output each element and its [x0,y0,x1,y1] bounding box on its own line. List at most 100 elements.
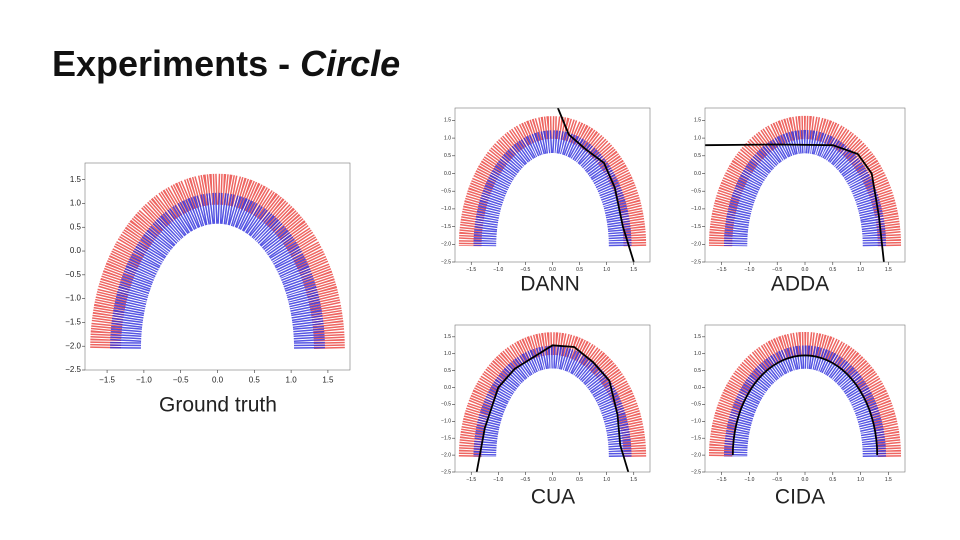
y-tick-label: 1.5 [694,118,701,124]
y-tick-label: −1.5 [441,224,451,230]
y-tick-label: 0.0 [70,246,82,255]
x-tick-label: 0.5 [829,477,836,483]
red-cloud [90,173,345,349]
plot-panel: −1.5 −1.0 −0.5 0.0 0.5 1.0 1.5 1.5 1.0 0.5 0.0 −0.5… [65,162,351,417]
panel-caption: CUA [531,486,575,509]
y-tick-label: −0.5 [441,402,451,408]
y-tick-label: 0.0 [694,385,701,391]
y-tick-label: 0.0 [694,171,701,177]
x-tick-label: 0.0 [549,477,556,483]
x-tick-label: 1.0 [603,267,610,273]
y-tick-label: −1.0 [441,419,451,425]
y-tick-label: −1.5 [691,436,701,442]
blue-cloud [473,130,632,247]
y-tick-label: −1.5 [441,436,451,442]
plot-panel: −1.5 −1.0 −0.5 0.0 0.5 1.0 1.5 1.5 1.0 0.5 0.0 −0.5… [691,107,906,296]
red-cloud [708,331,902,457]
plot-area [90,173,345,349]
x-tick-label: −0.5 [772,267,782,273]
red-cloud [458,116,647,247]
y-tick-label: −1.0 [65,294,81,303]
y-tick-label: −2.5 [691,469,701,475]
x-tick-label: 0.0 [802,477,809,483]
y-tick-label: −1.0 [691,206,701,212]
y-tick-label: −1.5 [691,224,701,230]
y-tick-label: −1.0 [441,206,451,212]
x-tick-label: 1.0 [857,267,864,273]
x-tick-label: −1.5 [717,267,727,273]
y-tick-label: −2.5 [441,469,451,475]
y-tick-label: 1.5 [444,334,451,340]
x-tick-label: 1.5 [630,477,637,483]
y-tick-label: 1.0 [444,351,451,357]
x-tick-label: −0.5 [173,375,189,384]
x-tick-label: 1.0 [603,477,610,483]
x-tick-label: −1.0 [745,267,755,273]
x-tick-label: −1.0 [493,267,503,273]
x-tick-label: 1.5 [630,267,637,273]
decision-boundary [557,108,635,262]
y-tick-label: −2.5 [65,365,81,374]
y-tick-label: 1.0 [694,351,701,357]
y-tick-label: 1.5 [70,175,82,184]
x-tick-label: 1.5 [885,267,892,273]
y-tick-label: −2.0 [65,341,81,350]
panel-caption: Ground truth [159,394,277,417]
y-tick-label: −2.0 [441,242,451,248]
blue-cloud [723,345,887,458]
panel-caption: CIDA [775,486,825,509]
panel-caption: ADDA [771,273,829,296]
x-tick-label: −0.5 [772,477,782,483]
x-tick-label: 1.5 [885,477,892,483]
x-tick-label: 0.5 [249,375,261,384]
y-tick-label: −1.0 [691,419,701,425]
y-tick-label: −0.5 [441,189,451,195]
slide-title: Experiments - Circle [52,43,400,84]
plot-panel: −1.5 −1.0 −0.5 0.0 0.5 1.0 1.5 1.5 1.0 0.5 0.0 −0.5… [441,107,651,296]
x-tick-label: 0.0 [212,375,224,384]
y-tick-label: −0.5 [691,402,701,408]
title-emphasis: Circle [300,43,400,84]
x-tick-label: 0.0 [549,267,556,273]
y-tick-label: 0.5 [70,222,82,231]
decision-boundary [731,354,879,456]
x-tick-label: 0.5 [576,477,583,483]
x-tick-label: −1.5 [466,267,476,273]
y-tick-label: 1.0 [694,135,701,141]
plot-area [705,115,902,262]
decision-boundary [475,344,630,472]
y-tick-label: 0.5 [694,153,701,159]
title-text: Experiments - [52,43,290,84]
y-tick-label: −2.5 [691,259,701,265]
y-tick-label: 1.0 [444,135,451,141]
blue-cloud [723,129,887,247]
plot-area [458,332,647,472]
plot-area [458,108,647,262]
x-tick-label: 0.5 [829,267,836,273]
panel-caption: DANN [520,273,580,296]
x-tick-label: −1.0 [493,477,503,483]
decision-boundary [705,143,885,262]
y-tick-label: −0.5 [65,270,81,279]
x-tick-label: 0.5 [576,267,583,273]
x-tick-label: 1.0 [857,477,864,483]
y-tick-label: 1.5 [694,334,701,340]
y-tick-label: −0.5 [691,189,701,195]
y-tick-label: −2.5 [441,259,451,265]
x-tick-label: 0.0 [802,267,809,273]
plot-panel: −1.5 −1.0 −0.5 0.0 0.5 1.0 1.5 1.5 1.0 0.5 0.0 −0.5… [691,324,906,509]
x-tick-label: 1.0 [286,375,298,384]
y-tick-label: −1.5 [65,318,81,327]
x-tick-label: 1.5 [322,375,334,384]
y-tick-label: −2.0 [441,452,451,458]
y-tick-label: 0.0 [444,385,451,391]
y-tick-label: −2.0 [691,452,701,458]
plot-area [708,331,902,458]
x-tick-label: −1.0 [745,477,755,483]
y-tick-label: 0.0 [444,171,451,177]
x-tick-label: −1.5 [717,477,727,483]
x-tick-label: −0.5 [520,477,530,483]
y-tick-label: −2.0 [691,242,701,248]
x-tick-label: −1.5 [466,477,476,483]
